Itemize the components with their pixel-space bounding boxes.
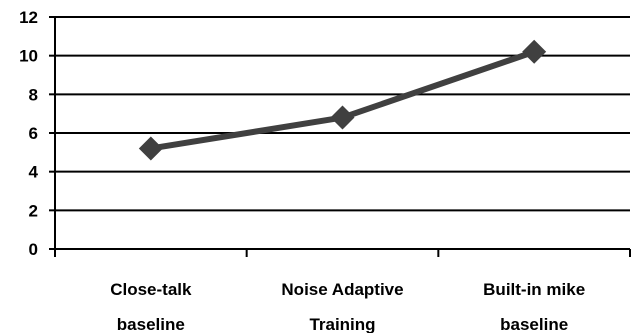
data-point [522, 39, 547, 64]
x-tick-label: Built-in mike [483, 280, 585, 299]
x-axis: Close-talk baseline Noise Adaptive Training… [54, 248, 631, 333]
series-line [138, 39, 547, 161]
x-tick-label: baseline [117, 315, 185, 333]
x-tick-label: Close-talk [110, 280, 192, 299]
y-tick-label: 8 [29, 85, 38, 104]
x-tick-label: Training [309, 315, 375, 333]
y-tick-label: 2 [29, 201, 38, 220]
data-point [138, 136, 163, 161]
y-tick-label: 0 [29, 240, 38, 259]
gridlines [55, 16, 630, 212]
y-tick-label: 12 [19, 8, 38, 27]
y-tick-label: 10 [19, 47, 38, 66]
y-axis: 0 2 4 6 8 10 12 [19, 8, 56, 259]
y-tick-label: 4 [29, 163, 39, 182]
data-point [330, 105, 355, 130]
x-tick-label: baseline [500, 315, 568, 333]
x-tick-label: Noise Adaptive [281, 280, 403, 299]
y-tick-label: 6 [29, 124, 38, 143]
